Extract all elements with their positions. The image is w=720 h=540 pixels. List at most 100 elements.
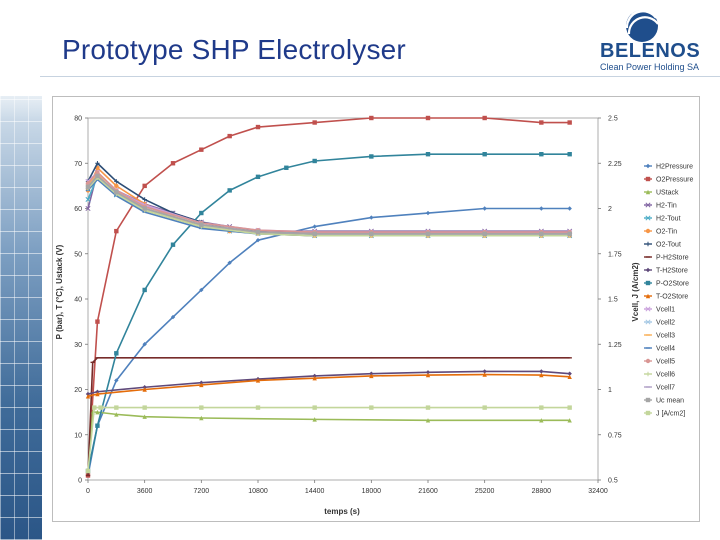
data-point bbox=[95, 389, 100, 394]
legend-label: H2-Tout bbox=[656, 216, 681, 223]
legend-entry: Vcell7 bbox=[644, 385, 675, 392]
legend-label: O2Pressure bbox=[656, 177, 693, 184]
data-point bbox=[142, 183, 147, 189]
data-point bbox=[482, 152, 487, 157]
series-18 bbox=[85, 173, 572, 237]
data-point bbox=[482, 405, 487, 410]
data-point bbox=[425, 405, 431, 410]
data-point bbox=[114, 378, 119, 383]
y2-tick-label: 1.5 bbox=[608, 297, 618, 304]
legend-label: Vcell2 bbox=[656, 320, 675, 327]
data-point bbox=[199, 405, 204, 410]
data-point bbox=[567, 418, 572, 423]
series-line bbox=[87, 153, 570, 472]
legend-label: Uc mean bbox=[656, 398, 684, 405]
series-12 bbox=[85, 173, 573, 237]
belenos-logo-icon bbox=[625, 9, 659, 42]
data-point bbox=[142, 385, 147, 390]
series-15 bbox=[85, 170, 572, 235]
data-point bbox=[199, 210, 204, 216]
data-point bbox=[539, 405, 544, 410]
series-line bbox=[87, 166, 570, 237]
legend-entry: Vcell4 bbox=[644, 346, 675, 353]
y2-tick-label: 2.5 bbox=[608, 116, 618, 123]
data-point bbox=[95, 173, 100, 179]
data-point bbox=[95, 423, 100, 428]
legend-marker bbox=[645, 371, 651, 377]
legend-label: T-O2Store bbox=[656, 294, 688, 301]
legend-marker bbox=[645, 397, 651, 403]
data-point bbox=[227, 188, 232, 193]
data-point bbox=[255, 174, 261, 180]
data-point bbox=[312, 417, 317, 422]
data-point bbox=[85, 180, 91, 186]
data-point bbox=[142, 414, 147, 419]
series-line bbox=[87, 175, 570, 235]
data-point bbox=[199, 287, 204, 293]
legend-entry: Vcell5 bbox=[644, 359, 675, 366]
x-tick-label: 10800 bbox=[248, 488, 268, 495]
series-5 bbox=[85, 165, 572, 238]
legend-entry: T-H2Store bbox=[644, 268, 688, 275]
data-point bbox=[85, 394, 91, 399]
data-point bbox=[227, 133, 232, 139]
data-point bbox=[482, 231, 487, 237]
data-point bbox=[199, 147, 204, 152]
data-point bbox=[199, 380, 204, 385]
data-point bbox=[567, 231, 572, 237]
brand-name: BELENOS bbox=[600, 40, 701, 62]
series-7 bbox=[85, 357, 572, 477]
chart-frame bbox=[52, 96, 700, 522]
series-line bbox=[87, 117, 570, 476]
x-tick-label: 32400 bbox=[588, 488, 608, 495]
data-point bbox=[255, 229, 261, 235]
legend-marker bbox=[645, 358, 651, 364]
data-point bbox=[425, 152, 431, 157]
x-tick-label: 21600 bbox=[418, 488, 438, 495]
legend-entry: J [A/cm2] bbox=[644, 411, 685, 418]
series-2 bbox=[85, 409, 572, 474]
legend-label: Vcell1 bbox=[656, 307, 675, 314]
data-point bbox=[95, 161, 100, 166]
solar-panel-fade bbox=[0, 60, 42, 120]
data-point bbox=[425, 115, 431, 121]
legend-entry: P-O2Store bbox=[644, 281, 689, 288]
data-point bbox=[142, 197, 147, 202]
series-line bbox=[87, 171, 570, 233]
slide-title: Prototype SHP Electrolyser bbox=[62, 34, 406, 65]
y2-tick-label: 2 bbox=[608, 206, 612, 213]
legend-label: UStack bbox=[656, 190, 679, 197]
data-point bbox=[482, 372, 487, 377]
y2-tick-label: 1 bbox=[608, 387, 612, 394]
data-point bbox=[567, 120, 572, 125]
x-axis-label: temps (s) bbox=[324, 507, 360, 516]
legend-label: J [A/cm2] bbox=[656, 411, 685, 418]
legend-entry: UStack bbox=[644, 190, 679, 197]
data-point bbox=[114, 190, 119, 195]
series-line bbox=[87, 357, 570, 476]
data-point bbox=[114, 228, 119, 234]
legend-entry: Vcell2 bbox=[644, 319, 675, 327]
legend-marker bbox=[645, 189, 651, 195]
y-tick-label: 60 bbox=[74, 206, 82, 213]
x-tick-label: 25200 bbox=[475, 488, 495, 495]
data-point bbox=[369, 231, 374, 237]
x-tick-label: 18000 bbox=[362, 488, 382, 495]
data-point bbox=[85, 196, 91, 203]
legend-entry: O2Pressure bbox=[644, 177, 693, 184]
y2-tick-label: 1.25 bbox=[608, 342, 622, 349]
legend-marker bbox=[645, 293, 651, 299]
solar-panel-decoration bbox=[0, 96, 42, 540]
data-point bbox=[142, 405, 147, 410]
data-point bbox=[255, 124, 261, 130]
data-point bbox=[114, 351, 119, 356]
y2-axis-label: Vcell, J (A/cm2) bbox=[631, 262, 640, 321]
series-line bbox=[87, 173, 570, 237]
legend-entry: P-H2Store bbox=[644, 255, 689, 262]
data-point bbox=[539, 418, 544, 423]
data-point bbox=[114, 412, 119, 417]
series-line bbox=[87, 176, 570, 237]
data-point bbox=[539, 372, 544, 378]
series-10 bbox=[85, 372, 572, 399]
data-point bbox=[92, 405, 97, 410]
